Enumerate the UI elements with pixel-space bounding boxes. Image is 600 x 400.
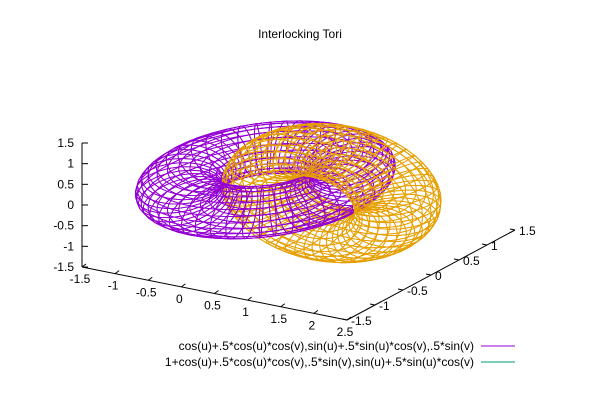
- x-tick: [313, 309, 319, 314]
- x-tick-label: 0.5: [204, 299, 221, 313]
- legend-label-series-1: cos(u)+.5*cos(u)*cos(v),sin(u)+.5*sin(u)…: [179, 339, 474, 353]
- legend-label-series-2: 1+cos(u)+.5*cos(u)*cos(v),.5*sin(v),sin(…: [165, 355, 474, 369]
- x-tick-label: 1: [242, 305, 249, 319]
- torus-2-mesh-cell: [312, 237, 335, 248]
- y-tick: [453, 258, 460, 261]
- z-tick-label: 0.5: [57, 177, 74, 191]
- y-tick: [509, 228, 516, 231]
- torus-2-mesh-cell: [388, 186, 407, 200]
- y-tick: [341, 318, 348, 321]
- x-tick-label: -0.5: [136, 285, 157, 299]
- x-tick: [214, 290, 219, 294]
- y-tick-label: 0: [435, 269, 442, 283]
- ticks: -1.5 -1 -0.5 0 0.5 1 1.5 -1.5 -1 -0.5 0 0.5 1 1.5 2 2.5…: [53, 136, 536, 339]
- legend: cos(u)+.5*cos(u)*cos(v),sin(u)+.5*sin(u)…: [165, 339, 515, 369]
- torus-1-mesh-cell: [177, 196, 197, 207]
- y-tick-label: -1: [379, 299, 390, 313]
- x-tick-label: -1: [108, 279, 119, 293]
- z-tick-label: 0: [67, 198, 74, 212]
- z-tick-label: 1.5: [57, 136, 74, 150]
- torus-1-mesh-cell: [191, 145, 209, 153]
- y-tick-label: 1: [491, 239, 498, 253]
- y-tick-label: -1.5: [351, 314, 372, 328]
- x-tick: [181, 283, 186, 288]
- torus-2-mesh-cell: [378, 222, 391, 230]
- chart-title: Interlocking Tori: [258, 27, 342, 41]
- torus-2-mesh-cell: [345, 152, 366, 165]
- torus-meshes: [134, 120, 442, 264]
- y-tick: [397, 288, 404, 291]
- y-tick: [425, 273, 432, 276]
- z-tick-label: 1: [67, 157, 74, 171]
- x-tick: [114, 270, 120, 275]
- torus-1-mesh-cell: [147, 170, 158, 183]
- x-tick: [147, 276, 153, 281]
- torus-1-mesh-cell: [173, 180, 192, 190]
- y-tick: [369, 303, 376, 306]
- z-tick-label: -1: [63, 239, 74, 253]
- y-tick-label: -0.5: [407, 284, 428, 298]
- torus-2-mesh-cell: [380, 137, 398, 145]
- x-tick-label: 2: [309, 318, 316, 332]
- x-tick-label: 2.5: [337, 325, 354, 339]
- x-tick: [81, 263, 87, 268]
- x-tick-label: 1.5: [270, 312, 287, 326]
- y-tick-label: 0.5: [463, 254, 480, 268]
- torus-2-mesh-cell: [265, 241, 283, 250]
- x-tick: [280, 303, 286, 308]
- torus-1-mesh-cell: [228, 202, 247, 211]
- y-tick: [481, 243, 488, 246]
- y-tick-label: 1.5: [519, 224, 536, 238]
- x-tick-label: 0: [176, 292, 183, 306]
- torus-1-mesh-cell: [179, 157, 195, 164]
- z-tick-label: -0.5: [53, 219, 74, 233]
- x-tick: [247, 296, 252, 301]
- x-tick: [346, 316, 352, 321]
- x-tick-label: -1.5: [70, 272, 91, 286]
- z-tick-label: -1.5: [53, 260, 74, 274]
- torus-1-mesh-cell: [197, 141, 216, 149]
